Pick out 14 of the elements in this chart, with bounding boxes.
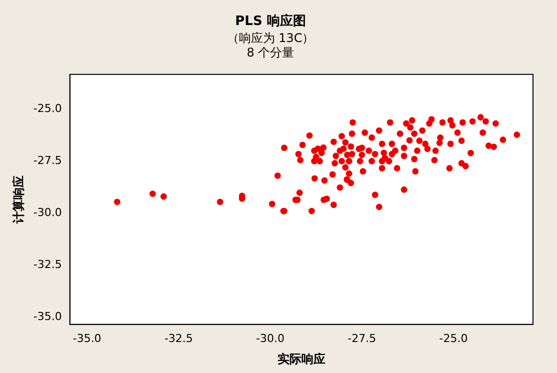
y-tick-label: -25.0 [33, 102, 62, 115]
y-tick-label: -30.0 [33, 206, 62, 219]
chart-subtitle: （响应为 13C） 8 个分量 [226, 30, 314, 60]
y-axis-title: 计算响应 [11, 175, 26, 224]
x-axis-title: 实际响应 [277, 352, 326, 366]
x-tick-label: -25.0 [439, 332, 468, 345]
y-tick-label: -35.0 [33, 310, 62, 323]
y-tick-label: -27.5 [33, 154, 62, 167]
chart-title: PLS 响应图 [235, 13, 306, 30]
y-tick-label: -32.5 [33, 258, 62, 271]
x-tick-label: -32.5 [164, 332, 193, 345]
x-tick-label: -30.0 [256, 332, 285, 345]
x-tick-label: -27.5 [348, 332, 376, 345]
x-tick-label: -35.0 [72, 332, 102, 345]
